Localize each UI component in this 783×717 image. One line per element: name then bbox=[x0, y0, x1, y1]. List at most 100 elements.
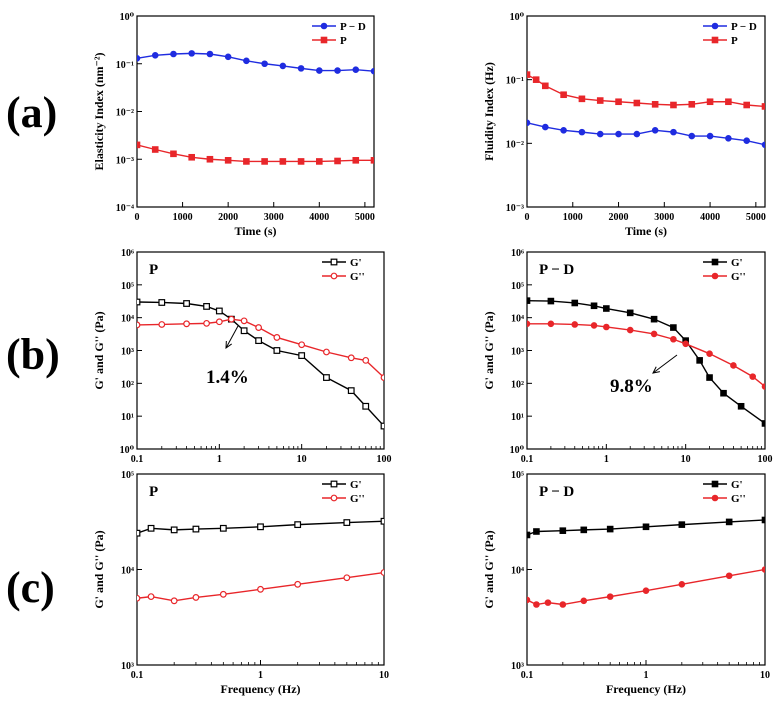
chart-title: P bbox=[149, 484, 158, 500]
x-tick-label: 10 bbox=[681, 454, 691, 465]
data-point bbox=[147, 524, 155, 532]
data-point bbox=[170, 50, 177, 58]
data-point bbox=[533, 601, 540, 608]
panel-label-b: (b) bbox=[6, 330, 60, 379]
x-tick-label: 1 bbox=[644, 670, 649, 681]
y-tick-label: 10⁵ bbox=[121, 470, 134, 481]
data-point bbox=[532, 76, 540, 83]
data-point bbox=[206, 50, 214, 58]
y-tick-label: 10³ bbox=[121, 347, 134, 358]
annotation-arrowhead bbox=[225, 340, 232, 350]
legend-label: G' bbox=[731, 479, 743, 491]
data-point bbox=[720, 389, 727, 397]
x-axis-label: Time (s) bbox=[625, 224, 667, 238]
data-point bbox=[642, 523, 650, 531]
x-tick-label: 100 bbox=[758, 454, 773, 465]
data-point bbox=[151, 52, 159, 59]
data-point bbox=[273, 334, 281, 341]
data-point bbox=[560, 127, 567, 134]
x-axis-label: Frequency (Hz) bbox=[606, 682, 686, 696]
x-tick-label: 10 bbox=[379, 670, 389, 681]
y-tick-label: 10⁻⁴ bbox=[116, 203, 134, 214]
legend-marker bbox=[330, 258, 338, 266]
y-axis-label: G' and G'' (Pa) bbox=[92, 530, 106, 608]
x-tick-label: 5000 bbox=[746, 212, 766, 223]
data-point bbox=[580, 526, 588, 534]
data-point bbox=[243, 158, 250, 165]
data-point bbox=[243, 57, 250, 65]
data-point bbox=[151, 146, 159, 153]
data-point bbox=[560, 91, 567, 99]
data-point bbox=[240, 327, 248, 335]
data-point bbox=[188, 153, 195, 161]
legend-label: G' bbox=[350, 257, 362, 269]
series-line-1 bbox=[527, 568, 765, 606]
data-point bbox=[215, 307, 223, 315]
x-tick-label: 1000 bbox=[563, 212, 583, 223]
data-point bbox=[547, 297, 555, 305]
y-tick-label: 10⁻² bbox=[506, 139, 524, 150]
legend-marker bbox=[711, 272, 719, 280]
data-point bbox=[158, 321, 166, 328]
data-point bbox=[380, 422, 384, 430]
y-tick-label: 10⁻³ bbox=[506, 203, 524, 214]
y-tick-label: 10⁻¹ bbox=[116, 60, 134, 71]
y-tick-label: 10⁻³ bbox=[116, 155, 134, 166]
x-tick-label: 4000 bbox=[700, 212, 720, 223]
chart-c-left: 0.1 1 10 10³ 10⁴ 10⁵ Frequency (Hz) G' and G'' … bbox=[92, 470, 389, 696]
data-point bbox=[571, 321, 579, 328]
data-point bbox=[362, 402, 370, 410]
x-tick-label: 3000 bbox=[264, 212, 284, 223]
y-tick-label: 10⁴ bbox=[511, 314, 524, 325]
y-tick-label: 10³ bbox=[511, 661, 524, 672]
annotation-arrow bbox=[225, 325, 239, 349]
legend-label: P bbox=[340, 35, 347, 47]
y-axis-label: Elasticity Index (nm⁻²) bbox=[92, 53, 106, 171]
plot-frame bbox=[136, 473, 385, 666]
y-tick-label: 10⁻¹ bbox=[506, 76, 524, 87]
y-tick-label: 10² bbox=[121, 379, 134, 390]
chart-title: P − D bbox=[539, 484, 574, 500]
legend-marker bbox=[320, 36, 328, 44]
data-point bbox=[615, 130, 622, 138]
y-tick-label: 10¹ bbox=[121, 412, 134, 423]
data-point bbox=[725, 98, 732, 106]
x-tick-label: 2000 bbox=[218, 212, 238, 223]
data-point bbox=[323, 348, 330, 356]
y-tick-label: 10³ bbox=[121, 661, 134, 672]
y-tick-label: 10³ bbox=[511, 347, 524, 358]
data-point bbox=[761, 103, 765, 110]
series-group bbox=[527, 71, 765, 149]
data-point bbox=[255, 324, 263, 331]
x-tick-label: 0 bbox=[525, 212, 530, 223]
data-point bbox=[626, 326, 634, 334]
data-point bbox=[298, 341, 306, 349]
data-point bbox=[743, 101, 750, 109]
data-point bbox=[670, 335, 677, 343]
x-tick-label: 4000 bbox=[309, 212, 329, 223]
data-point bbox=[527, 531, 531, 539]
data-point bbox=[347, 387, 355, 395]
chart-title: P bbox=[149, 262, 158, 278]
data-point bbox=[527, 119, 531, 127]
plot-frame bbox=[136, 15, 375, 208]
chart-a-right: 0 1000 2000 3000 4000 5000 10⁻³ 10⁻² 10⁻¹ 10⁰ Time… bbox=[482, 12, 766, 238]
data-point bbox=[219, 590, 227, 598]
data-point bbox=[158, 299, 166, 306]
data-point bbox=[240, 317, 248, 325]
data-point bbox=[137, 298, 141, 306]
data-point bbox=[170, 597, 178, 605]
data-point bbox=[261, 60, 268, 68]
data-point bbox=[696, 357, 703, 364]
legend-label: P bbox=[731, 35, 738, 47]
series-group bbox=[137, 298, 384, 430]
series-group bbox=[527, 297, 765, 427]
data-point bbox=[224, 53, 232, 61]
x-tick-label: 3000 bbox=[654, 212, 674, 223]
series-group bbox=[137, 517, 384, 605]
data-point bbox=[224, 157, 232, 164]
data-point bbox=[578, 95, 586, 103]
data-point bbox=[606, 525, 614, 533]
y-tick-label: 10⁴ bbox=[121, 566, 134, 577]
